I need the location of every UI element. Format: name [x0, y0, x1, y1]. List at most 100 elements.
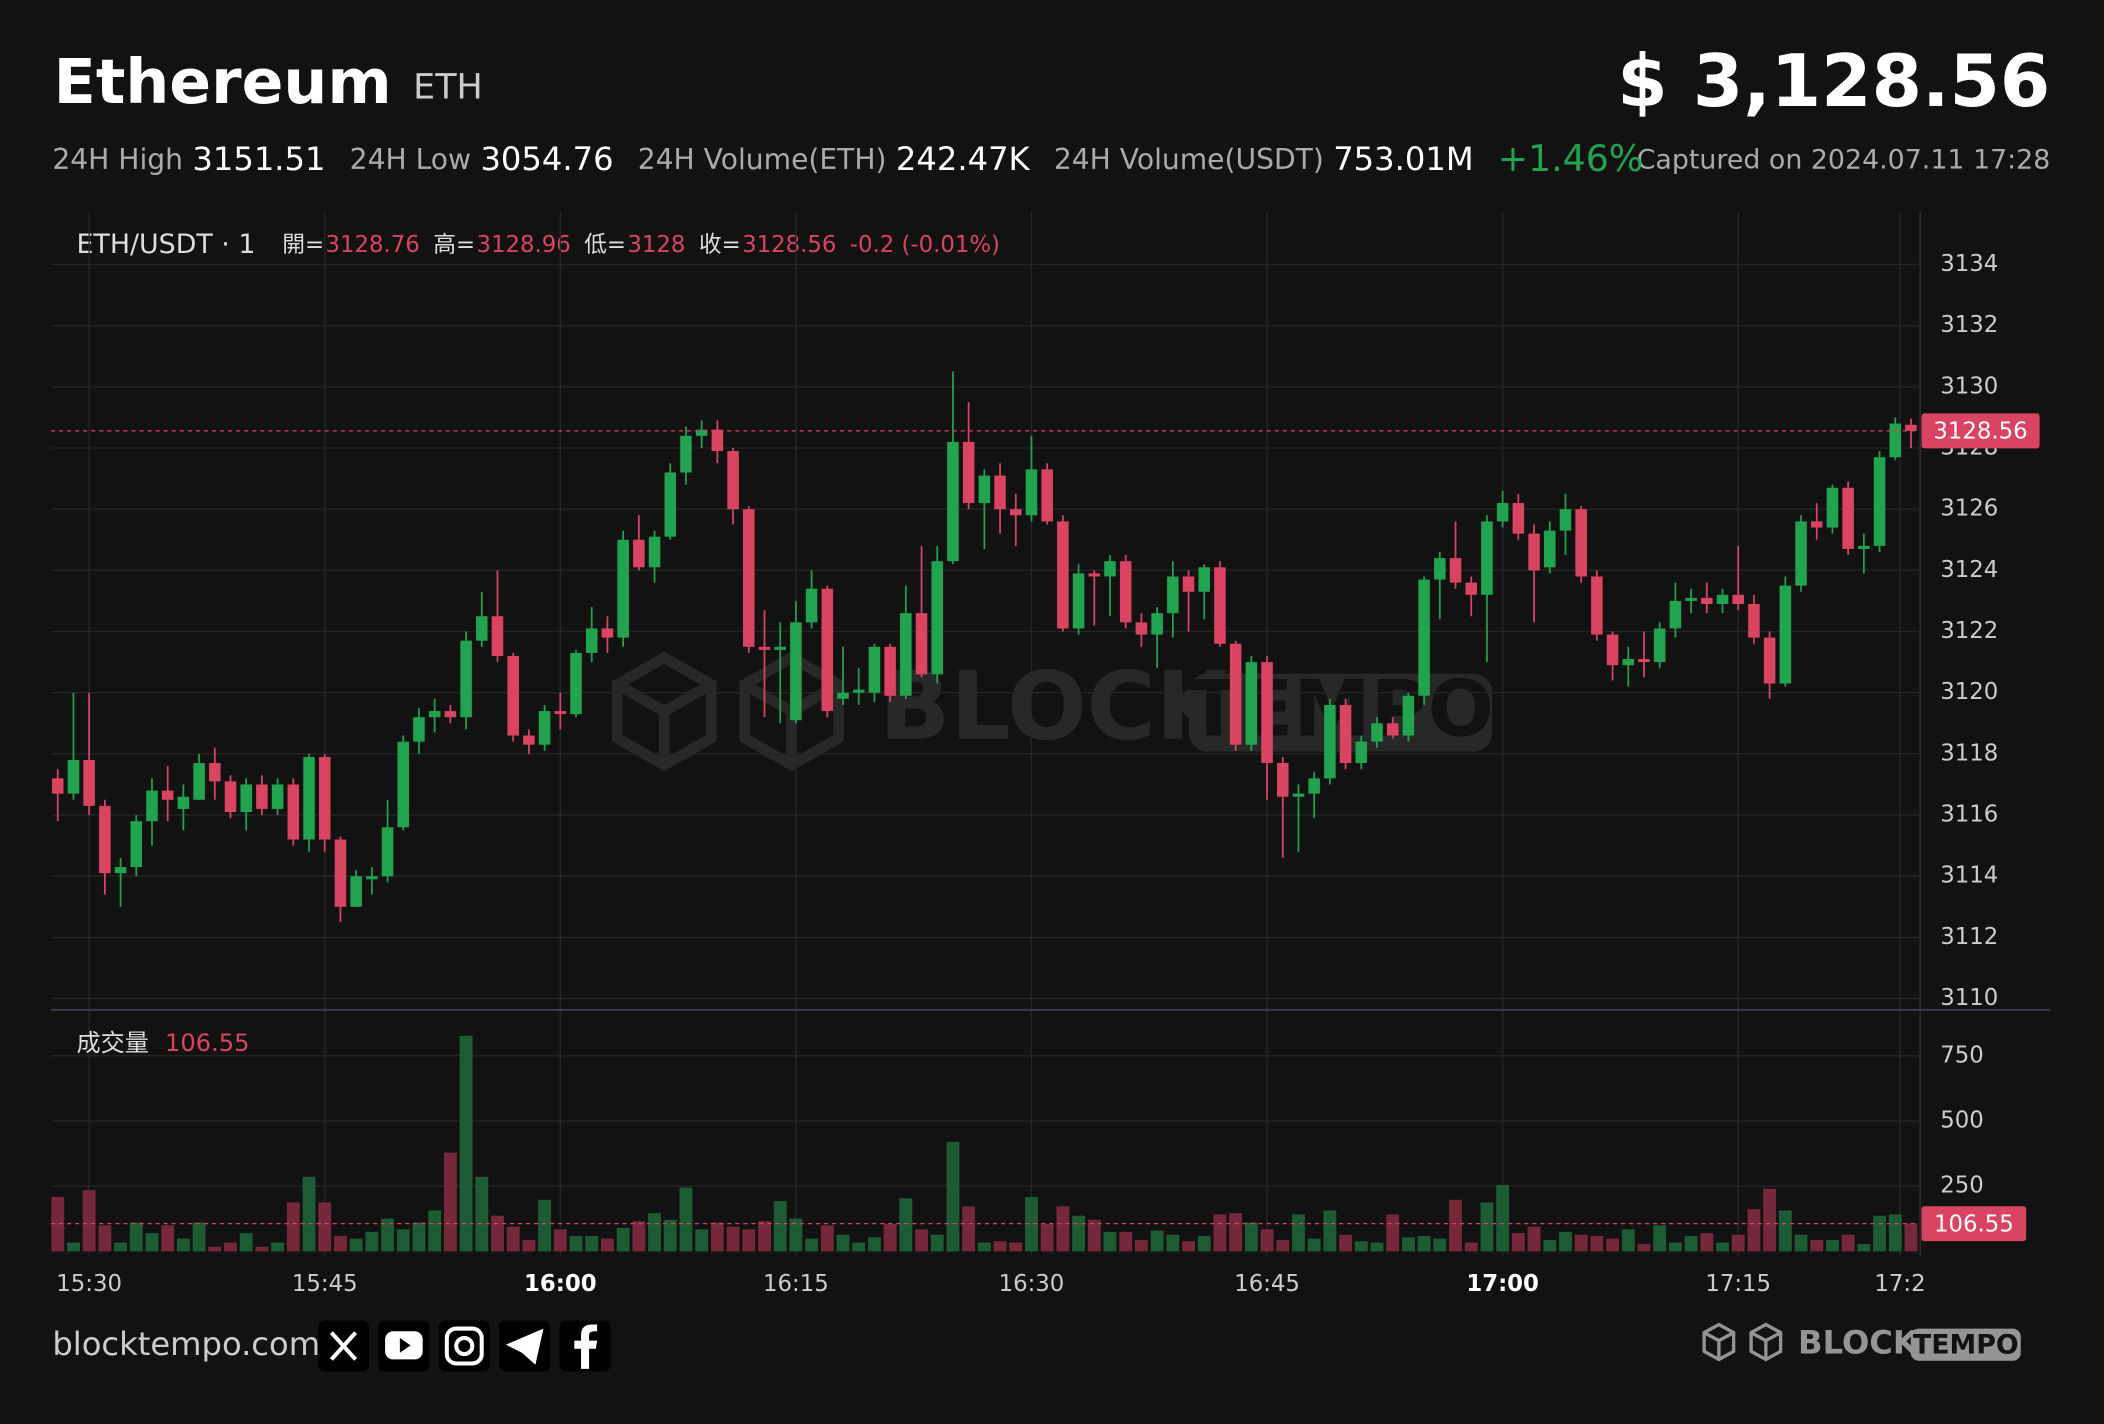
candle-body [837, 692, 849, 699]
change: +1.46% [1498, 137, 1643, 180]
candle-body [884, 646, 896, 696]
volume-bar [1606, 1238, 1620, 1252]
volume-bar [1716, 1242, 1729, 1252]
y-tick-label: 3120 [1940, 679, 1998, 705]
volume-bar [1213, 1214, 1227, 1252]
candle-body [1119, 561, 1132, 623]
volume-bar [1590, 1236, 1604, 1252]
candle-body [554, 711, 567, 715]
candle-body [538, 711, 551, 745]
volume-bar [1433, 1238, 1447, 1252]
y-tick-label: 3122 [1940, 618, 1998, 644]
volume-bar [1621, 1229, 1635, 1252]
candle-body [994, 475, 1006, 510]
stat-label: 24H Volume(USDT) [1054, 143, 1324, 176]
candle-body [1245, 662, 1258, 745]
candle-body [1826, 487, 1839, 528]
volume-bar [286, 1202, 300, 1252]
candle-body [743, 509, 755, 647]
last-price-label: 3128.56 [1933, 419, 2027, 445]
volume-bar [1637, 1244, 1651, 1252]
y-tick-label: 3124 [1940, 557, 1998, 583]
candle-body [1622, 659, 1635, 666]
volume-bar [475, 1176, 489, 1252]
candle-body [1653, 628, 1666, 663]
candle-body [1842, 487, 1854, 549]
candle-body [633, 539, 645, 568]
candle-body [664, 472, 677, 537]
candle-body [758, 646, 771, 650]
candle-body [1214, 567, 1226, 644]
legend-change: -0.2 (-0.01%) [850, 232, 1000, 258]
candle-body [1151, 613, 1163, 635]
volume-bar [114, 1242, 128, 1252]
volume-bar [1574, 1234, 1588, 1252]
candle-body [491, 616, 504, 656]
candle-body [1481, 521, 1493, 595]
candle-body [962, 441, 975, 504]
volume-bar [1527, 1226, 1541, 1252]
volume-bar [67, 1242, 80, 1252]
x-tick-label: 16:00 [524, 1271, 597, 1297]
volume-bar [836, 1234, 850, 1252]
volume-bar [1888, 1214, 1902, 1252]
volume-bar [1668, 1242, 1682, 1252]
volume-bar [1857, 1244, 1871, 1252]
candle-body [1858, 545, 1870, 549]
volume-bar [695, 1229, 709, 1252]
volume-bar [710, 1222, 724, 1252]
volume-bar [1370, 1242, 1384, 1252]
volume-bar [192, 1222, 206, 1252]
volume-tick-label: 750 [1940, 1042, 1984, 1068]
candle-body [1889, 423, 1902, 458]
y-tick-label: 3130 [1940, 373, 1998, 399]
candle-body [413, 717, 425, 742]
candle-body [51, 778, 64, 794]
volume-bar [1229, 1213, 1243, 1252]
candle-body [617, 539, 629, 638]
candle-body [1418, 579, 1430, 696]
candle-body [318, 756, 331, 840]
volume-bar [758, 1221, 771, 1252]
volume-tick-label: 250 [1940, 1173, 1984, 1199]
volume-bar [1134, 1239, 1148, 1252]
candle-body [444, 711, 457, 718]
candle-body [1669, 600, 1682, 629]
candle-body [397, 741, 410, 828]
volume-bar [1841, 1234, 1855, 1252]
candle-body [1167, 576, 1179, 614]
x-tick-label: 17:2 [1874, 1271, 1925, 1297]
volume-bar [1276, 1239, 1290, 1252]
candle-body [523, 735, 535, 745]
volume-bar [1119, 1231, 1133, 1252]
stat-label: 24H Low [350, 143, 471, 176]
candle-body [852, 689, 865, 693]
candle-body [1371, 723, 1383, 742]
x-tick-label: 17:15 [1705, 1271, 1771, 1297]
volume-bar [1810, 1239, 1824, 1252]
volume-bar [915, 1229, 928, 1252]
candle-body [1009, 509, 1022, 516]
candle-body [931, 561, 944, 675]
volume-bar [1386, 1214, 1400, 1252]
candle-body [1606, 634, 1619, 666]
x-tick-label: 16:45 [1234, 1271, 1300, 1297]
volume-bar [1182, 1241, 1195, 1252]
legend-label: 收= [699, 232, 741, 258]
icon-instagram[interactable] [438, 1320, 490, 1372]
candle-body [1261, 662, 1273, 764]
candle-body [256, 784, 268, 809]
coin-title: Ethereum [54, 46, 392, 118]
candle-body [428, 711, 441, 718]
candle-body [1229, 643, 1242, 745]
volume-bar [176, 1238, 190, 1252]
volume-bar [679, 1187, 693, 1252]
volume-bar [396, 1229, 410, 1252]
candle-body [1308, 778, 1320, 794]
candle-body [460, 640, 472, 718]
candle-body [1716, 594, 1729, 604]
candle-body [774, 646, 786, 650]
candle-body [350, 876, 362, 907]
volume-bar [977, 1242, 991, 1252]
legend-label: 開= [282, 232, 324, 258]
